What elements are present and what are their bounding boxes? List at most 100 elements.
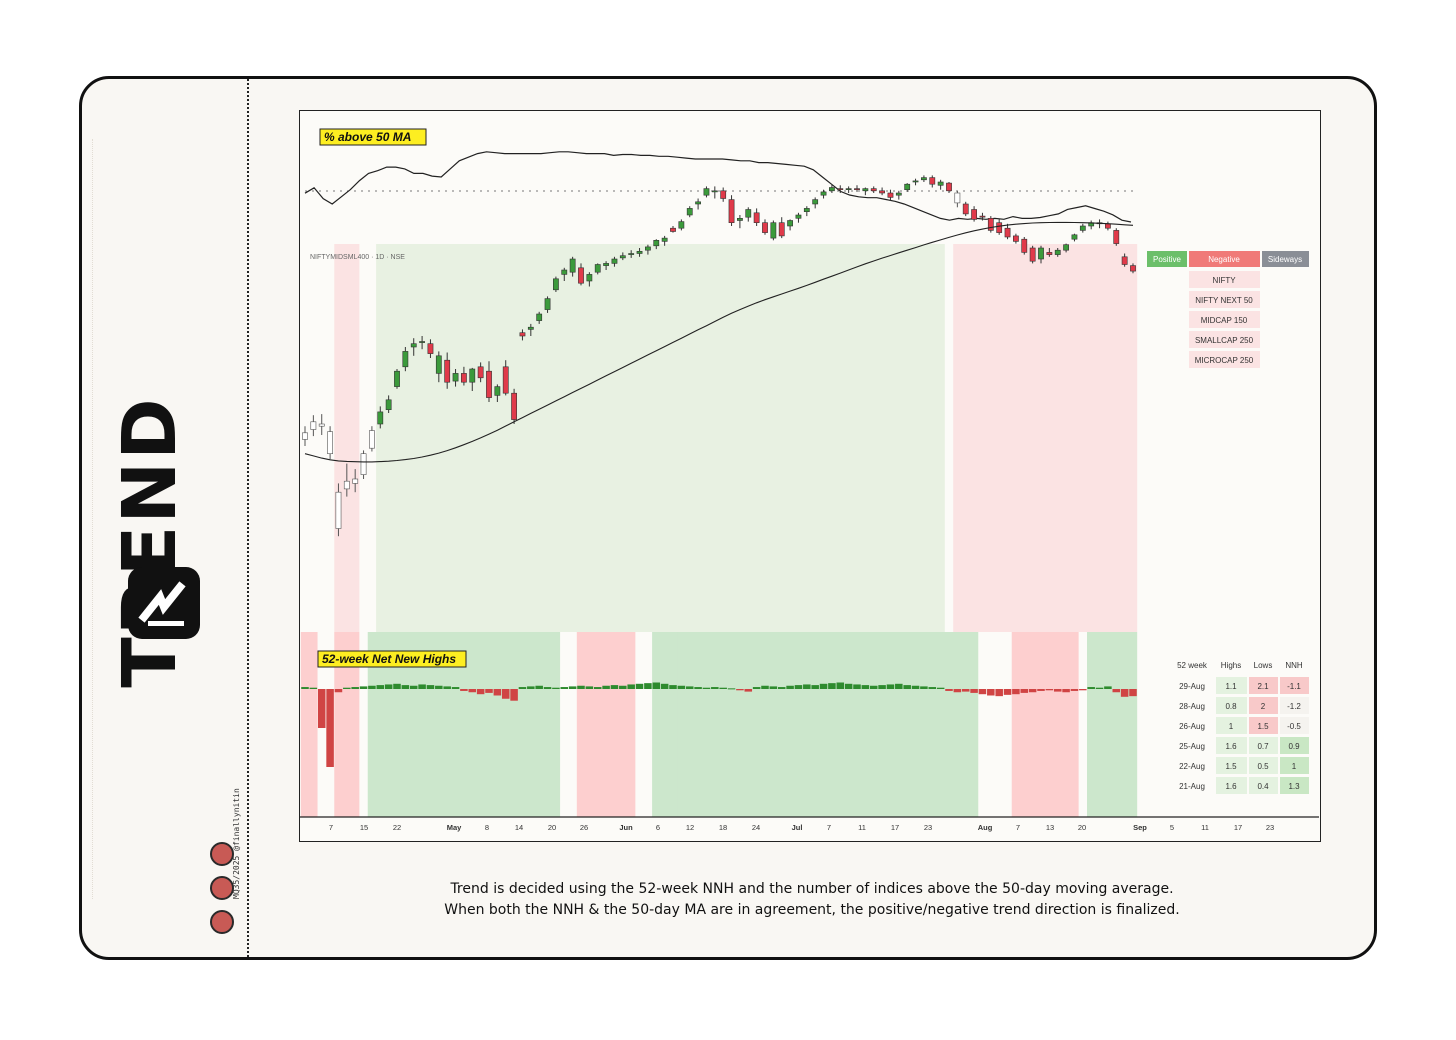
nnh-row-lows: 0.7 xyxy=(1257,742,1269,751)
candle xyxy=(904,183,911,192)
candle-body xyxy=(820,191,827,196)
nnh-bar xyxy=(384,684,393,689)
candle xyxy=(795,212,802,223)
nnh-bar xyxy=(644,683,652,689)
nnh-bar xyxy=(652,682,661,689)
nnh-cell-nnh-bg xyxy=(1280,737,1309,754)
nnh-header-lows: Lows xyxy=(1254,661,1273,670)
nnh-bar xyxy=(869,685,878,689)
nnh-bar xyxy=(1104,686,1112,689)
nnh-bar xyxy=(1079,689,1087,691)
candle xyxy=(996,219,1003,235)
candle xyxy=(327,426,333,460)
candle xyxy=(603,261,609,270)
nnh-bar xyxy=(895,683,903,689)
nnh-bar xyxy=(803,684,811,689)
candle-body xyxy=(502,366,509,394)
nnh-row-highs: 1.5 xyxy=(1225,762,1237,771)
candle-body xyxy=(795,214,802,219)
nnh-cell-highs-bg xyxy=(1216,697,1247,714)
nnh-bar xyxy=(585,686,594,689)
candle-body xyxy=(494,386,501,396)
candle-body xyxy=(921,177,927,181)
candle xyxy=(302,426,308,446)
nnh-bar xyxy=(610,685,619,689)
candle-body xyxy=(385,399,392,410)
x-tick-22: 22 xyxy=(393,823,401,832)
x-tick-7: 7 xyxy=(1016,823,1020,832)
candle-body xyxy=(887,192,894,198)
candle-body xyxy=(469,368,476,383)
nnh-bar xyxy=(878,685,886,689)
candle-body xyxy=(854,188,860,190)
candle-body xyxy=(1046,252,1053,255)
nnh-bar xyxy=(853,684,861,689)
x-tick-20: 20 xyxy=(548,823,556,832)
menu-dot-3 xyxy=(210,910,234,934)
nnh-bar xyxy=(886,684,895,689)
candle xyxy=(1088,220,1095,230)
candle xyxy=(410,338,417,356)
nnh-table: 52 week Highs Lows NNH 29-Aug 1.1 2.1 -1.1 2… xyxy=(1177,661,1309,794)
x-tick-24: 24 xyxy=(752,823,760,832)
candle-body xyxy=(603,263,609,266)
candle xyxy=(502,360,509,396)
x-tick-Jul: Jul xyxy=(792,823,803,832)
nnh-bar xyxy=(911,685,920,689)
trend-zones-main xyxy=(300,244,1138,632)
candle xyxy=(962,201,969,217)
nnh-bar xyxy=(711,687,719,689)
nnh-bar xyxy=(510,689,518,701)
candle-body xyxy=(686,208,693,216)
nnh-row-nnh: 0.9 xyxy=(1288,742,1300,751)
candle-body xyxy=(653,240,660,247)
candle xyxy=(1013,233,1019,244)
nnh-bar xyxy=(627,684,635,689)
x-tick-Jun: Jun xyxy=(619,823,633,832)
nnh-bar xyxy=(401,685,410,689)
nnh-bar xyxy=(568,686,577,689)
candle-body xyxy=(812,199,819,205)
candle-body xyxy=(410,343,417,348)
candle xyxy=(519,329,526,341)
nnh-bar xyxy=(535,685,543,689)
candle xyxy=(444,352,451,389)
nnh-cell-nnh-bg xyxy=(1280,757,1309,774)
candle xyxy=(553,276,559,292)
nnh-bar xyxy=(1045,689,1054,691)
nnh-row-lows: 2 xyxy=(1261,702,1266,711)
candle-body xyxy=(1079,225,1086,231)
chart-frame: 7 15 22 May 8 14 20 26 Jun 6 12 18 24 Jul 7 11 17 23 Aug 7 1… xyxy=(299,110,1321,842)
nnh-bar xyxy=(978,689,987,695)
x-tick-Sep: Sep xyxy=(1133,823,1147,832)
candle-body xyxy=(544,298,551,310)
credit-text: MQ35/2025 @finallynitin xyxy=(232,788,241,899)
nnh-bar xyxy=(920,686,928,689)
candle-body xyxy=(837,188,844,190)
candle-body xyxy=(1121,256,1128,265)
x-tick-12: 12 xyxy=(686,823,694,832)
nnh-bar xyxy=(903,685,911,689)
candle xyxy=(661,235,668,246)
legend-item-bg xyxy=(1189,311,1260,328)
candle xyxy=(837,185,844,193)
nnh-bar xyxy=(1037,689,1045,691)
x-tick-7: 7 xyxy=(827,823,831,832)
candle xyxy=(879,187,885,196)
nnh-bar xyxy=(527,686,535,689)
nnh-bar xyxy=(301,687,309,689)
nnh-bar xyxy=(677,685,686,689)
candle-body xyxy=(352,478,359,484)
candle xyxy=(711,186,718,199)
nnh-bar xyxy=(409,685,418,689)
x-tick-11: 11 xyxy=(1201,823,1209,832)
candle xyxy=(921,175,927,182)
candle-body xyxy=(787,220,793,227)
nnh-row-nnh: -1.1 xyxy=(1287,682,1301,691)
candle xyxy=(845,186,852,193)
nnh-bar-panel xyxy=(301,682,1137,767)
candle-body xyxy=(619,255,626,259)
candle xyxy=(862,187,869,196)
candle xyxy=(402,347,409,372)
candle xyxy=(377,406,384,429)
